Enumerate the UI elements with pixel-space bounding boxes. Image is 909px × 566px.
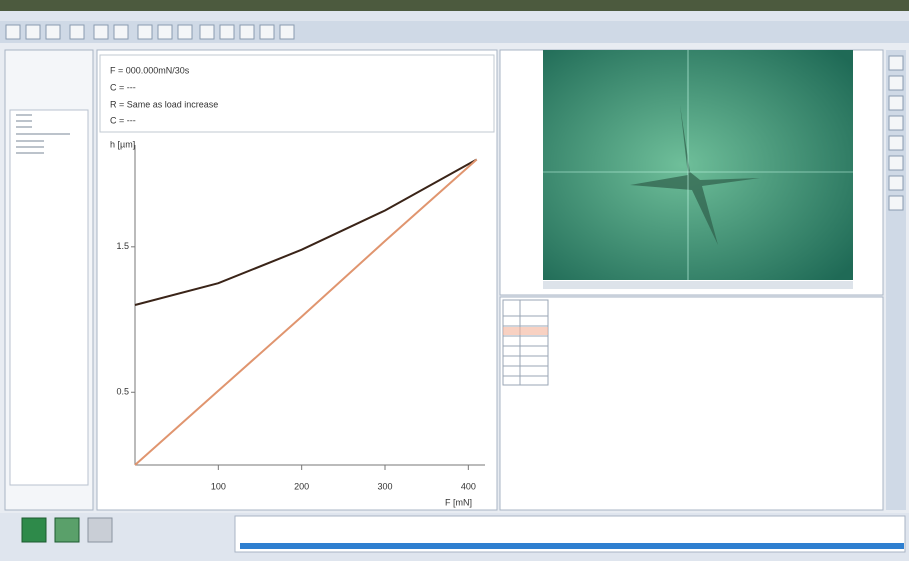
y-axis-label: h [µm]	[110, 139, 135, 149]
x-tick-label: 400	[461, 481, 476, 491]
title-bar	[0, 0, 909, 11]
start-button[interactable]	[22, 518, 46, 542]
x-tick-label: 300	[377, 481, 392, 491]
selected-row[interactable]	[503, 327, 548, 335]
disabled-button[interactable]	[88, 518, 112, 542]
info-line: C = ---	[110, 82, 136, 92]
menu-bar	[0, 11, 909, 21]
tree-view[interactable]	[10, 110, 88, 485]
progress-bar	[240, 543, 904, 549]
stop-button[interactable]	[55, 518, 79, 542]
toolbar-buttons[interactable]	[6, 25, 294, 39]
info-line: F = 000.000mN/30s	[110, 65, 190, 75]
x-axis-label: F [mN]	[445, 497, 472, 507]
info-line: C = ---	[110, 115, 136, 125]
app-window: F = 000.000mN/30s C = --- R = Same as lo…	[0, 0, 909, 561]
toolbar	[0, 21, 909, 43]
y-tick-label: 0.5	[116, 387, 129, 397]
y-tick-label: 1.5	[116, 241, 129, 251]
results-panel	[500, 297, 883, 510]
x-tick-label: 100	[211, 481, 226, 491]
x-tick-label: 200	[294, 481, 309, 491]
image-scrollbar[interactable]	[543, 281, 853, 289]
info-line: R = Same as load increase	[110, 99, 218, 109]
indent-image	[543, 50, 853, 280]
